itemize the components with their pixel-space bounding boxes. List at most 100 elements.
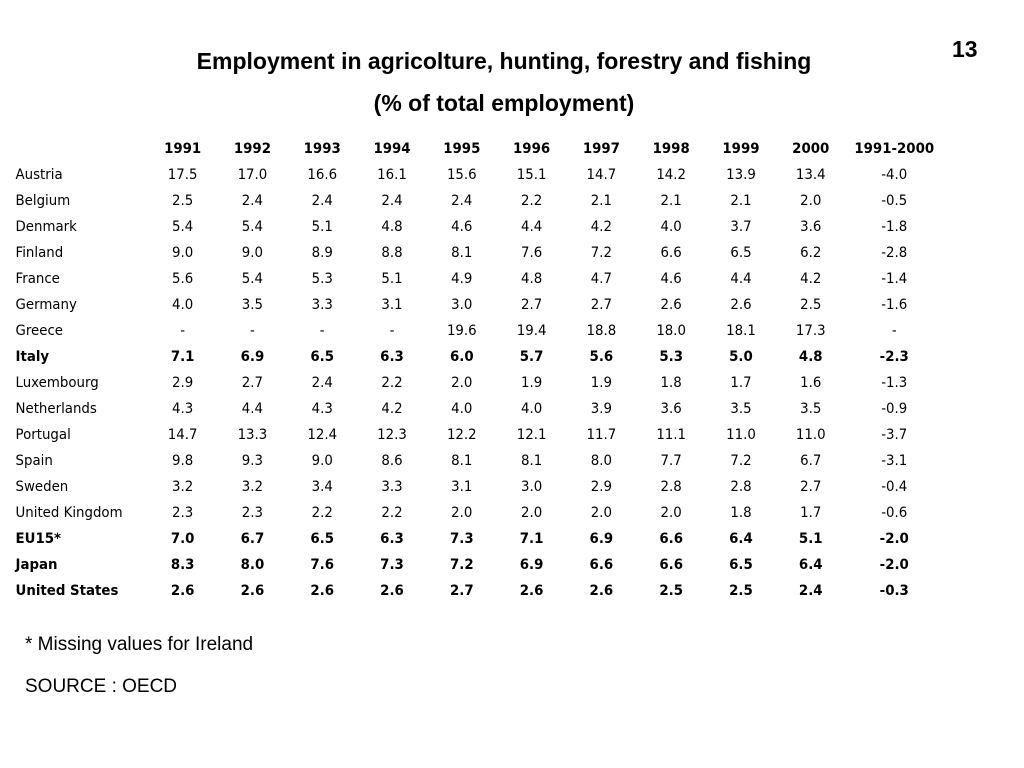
employment-value: 2.2 (520, 193, 543, 209)
employment-value: 4.7 (590, 271, 612, 287)
employment-value: 6.5 (310, 349, 335, 365)
country-name: Italy (15, 349, 50, 365)
employment-value: 2.0 (451, 375, 473, 391)
employment-value: 2.6 (380, 583, 404, 599)
employment-value: 2.4 (451, 193, 473, 209)
country-name: United States (15, 583, 119, 599)
employment-value: 6.9 (589, 531, 614, 547)
employment-table: 1991 1992 1993 1994 1995 1996 1997 1998 1999 2000… (10, 136, 943, 604)
employment-value: 7.3 (380, 557, 404, 573)
employment-value: 4.0 (451, 401, 473, 417)
table-row: Italy 7.1 6.9 6.5 6.3 6.0 5.7 5.6 5.3 5.0 4.8 -2.3 (10, 344, 943, 370)
employment-value: 2.1 (730, 193, 752, 209)
employment-value: 8.1 (451, 453, 473, 469)
employment-value: 6.7 (240, 531, 265, 547)
employment-value: 2.4 (311, 193, 333, 209)
employment-value: 2.0 (660, 505, 682, 521)
employment-value: 6.6 (660, 245, 682, 261)
employment-value: 11.0 (795, 427, 826, 443)
employment-value: 4.3 (311, 401, 333, 417)
employment-value: 3.6 (800, 219, 822, 235)
employment-value: 5.4 (241, 271, 264, 287)
employment-value: 7.6 (310, 557, 335, 573)
employment-value: 5.3 (659, 349, 683, 365)
employment-value: 2.2 (311, 505, 333, 521)
employment-value: 8.9 (311, 245, 333, 261)
employment-value: 8.3 (170, 557, 195, 573)
country-name: France (15, 271, 60, 287)
table-row: France 5.6 5.4 5.3 5.1 4.9 4.8 4.7 4.6 4.4 4.2 -1.4 (10, 266, 943, 292)
table-body: Austria 17.5 17.0 16.6 16.1 15.6 15.1 14.7 14.2 1… (10, 162, 943, 604)
change-value: -3.1 (881, 453, 908, 469)
employment-value: 7.7 (660, 453, 682, 469)
change-value: -1.6 (881, 297, 908, 313)
change-value: -0.5 (881, 193, 908, 209)
employment-value: 4.2 (800, 271, 822, 287)
employment-value: 8.0 (240, 557, 265, 573)
source-note: SOURCE : OECD (25, 676, 178, 697)
employment-value: 2.3 (241, 505, 264, 521)
table-header-year: 1993 (303, 141, 341, 157)
employment-value: 1.9 (590, 375, 612, 391)
page-number: 13 (952, 36, 978, 62)
employment-value: 2.6 (240, 583, 265, 599)
employment-value: 12.4 (307, 427, 338, 443)
employment-value: 2.7 (449, 583, 474, 599)
change-value: -2.0 (879, 531, 909, 547)
table-header-country (10, 136, 148, 162)
employment-value: 4.0 (172, 297, 194, 313)
employment-value: 1.7 (800, 505, 822, 521)
employment-value: 19.4 (516, 323, 547, 339)
change-value: - (891, 323, 897, 339)
table-row: Finland 9.0 9.0 8.9 8.8 8.1 7.6 7.2 6.6 6.5 6.2 -2.… (10, 240, 943, 266)
employment-value: 6.0 (449, 349, 474, 365)
table-row: Luxembourg 2.9 2.7 2.4 2.2 2.0 1.9 1.9 1.8 1.7 1.6… (10, 370, 943, 396)
table-row: Germany 4.0 3.5 3.3 3.1 3.0 2.7 2.7 2.6 2.6 2.5 -1.… (10, 292, 943, 318)
employment-value: 6.6 (589, 557, 614, 573)
employment-value: 11.0 (726, 427, 756, 443)
employment-value: 4.4 (241, 401, 264, 417)
employment-value: 12.1 (516, 427, 547, 443)
employment-value: 8.8 (381, 245, 403, 261)
employment-value: 11.1 (656, 427, 687, 443)
employment-value: 2.9 (172, 375, 194, 391)
employment-value: 2.8 (660, 479, 682, 495)
employment-value: 13.4 (795, 167, 826, 183)
change-value: -3.7 (881, 427, 908, 443)
employment-value: 19.6 (446, 323, 477, 339)
country-name: Finland (15, 245, 64, 261)
table-row: Portugal 14.7 13.3 12.4 12.3 12.2 12.1 11.7 11.1… (10, 422, 943, 448)
employment-value: 13.3 (237, 427, 268, 443)
employment-value: 3.5 (800, 401, 822, 417)
employment-value: 2.4 (798, 583, 823, 599)
employment-value: 7.1 (519, 531, 544, 547)
table-row: Belgium 2.5 2.4 2.4 2.4 2.4 2.2 2.1 2.1 2.1 2.0 -0.… (10, 188, 943, 214)
employment-value: 2.0 (590, 505, 612, 521)
table-header-year: 1995 (443, 141, 481, 157)
employment-value: 4.6 (451, 219, 473, 235)
employment-value: 6.5 (310, 531, 335, 547)
employment-value: 2.1 (660, 193, 682, 209)
employment-value: 2.7 (800, 479, 822, 495)
employment-value: - (389, 323, 395, 339)
employment-value: 5.1 (381, 271, 403, 287)
employment-value: 18.1 (726, 323, 756, 339)
employment-value: 9.0 (172, 245, 194, 261)
change-value: -2.8 (881, 245, 908, 261)
footnote: * Missing values for Ireland (25, 634, 254, 655)
employment-value: 6.3 (380, 349, 404, 365)
country-name: Belgium (15, 193, 71, 209)
employment-value: 1.9 (520, 375, 543, 391)
employment-value: 12.3 (377, 427, 407, 443)
employment-value: 7.2 (590, 245, 612, 261)
employment-value: 1.8 (730, 505, 752, 521)
employment-value: 17.3 (795, 323, 826, 339)
employment-value: 16.6 (307, 167, 338, 183)
employment-value: 13.9 (726, 167, 756, 183)
change-value: -0.4 (881, 479, 908, 495)
employment-value: 7.0 (170, 531, 195, 547)
table-header-range: 1991-2000 (854, 141, 935, 157)
employment-value: 4.0 (520, 401, 543, 417)
change-value: -0.6 (881, 505, 908, 521)
change-value: -4.0 (881, 167, 908, 183)
